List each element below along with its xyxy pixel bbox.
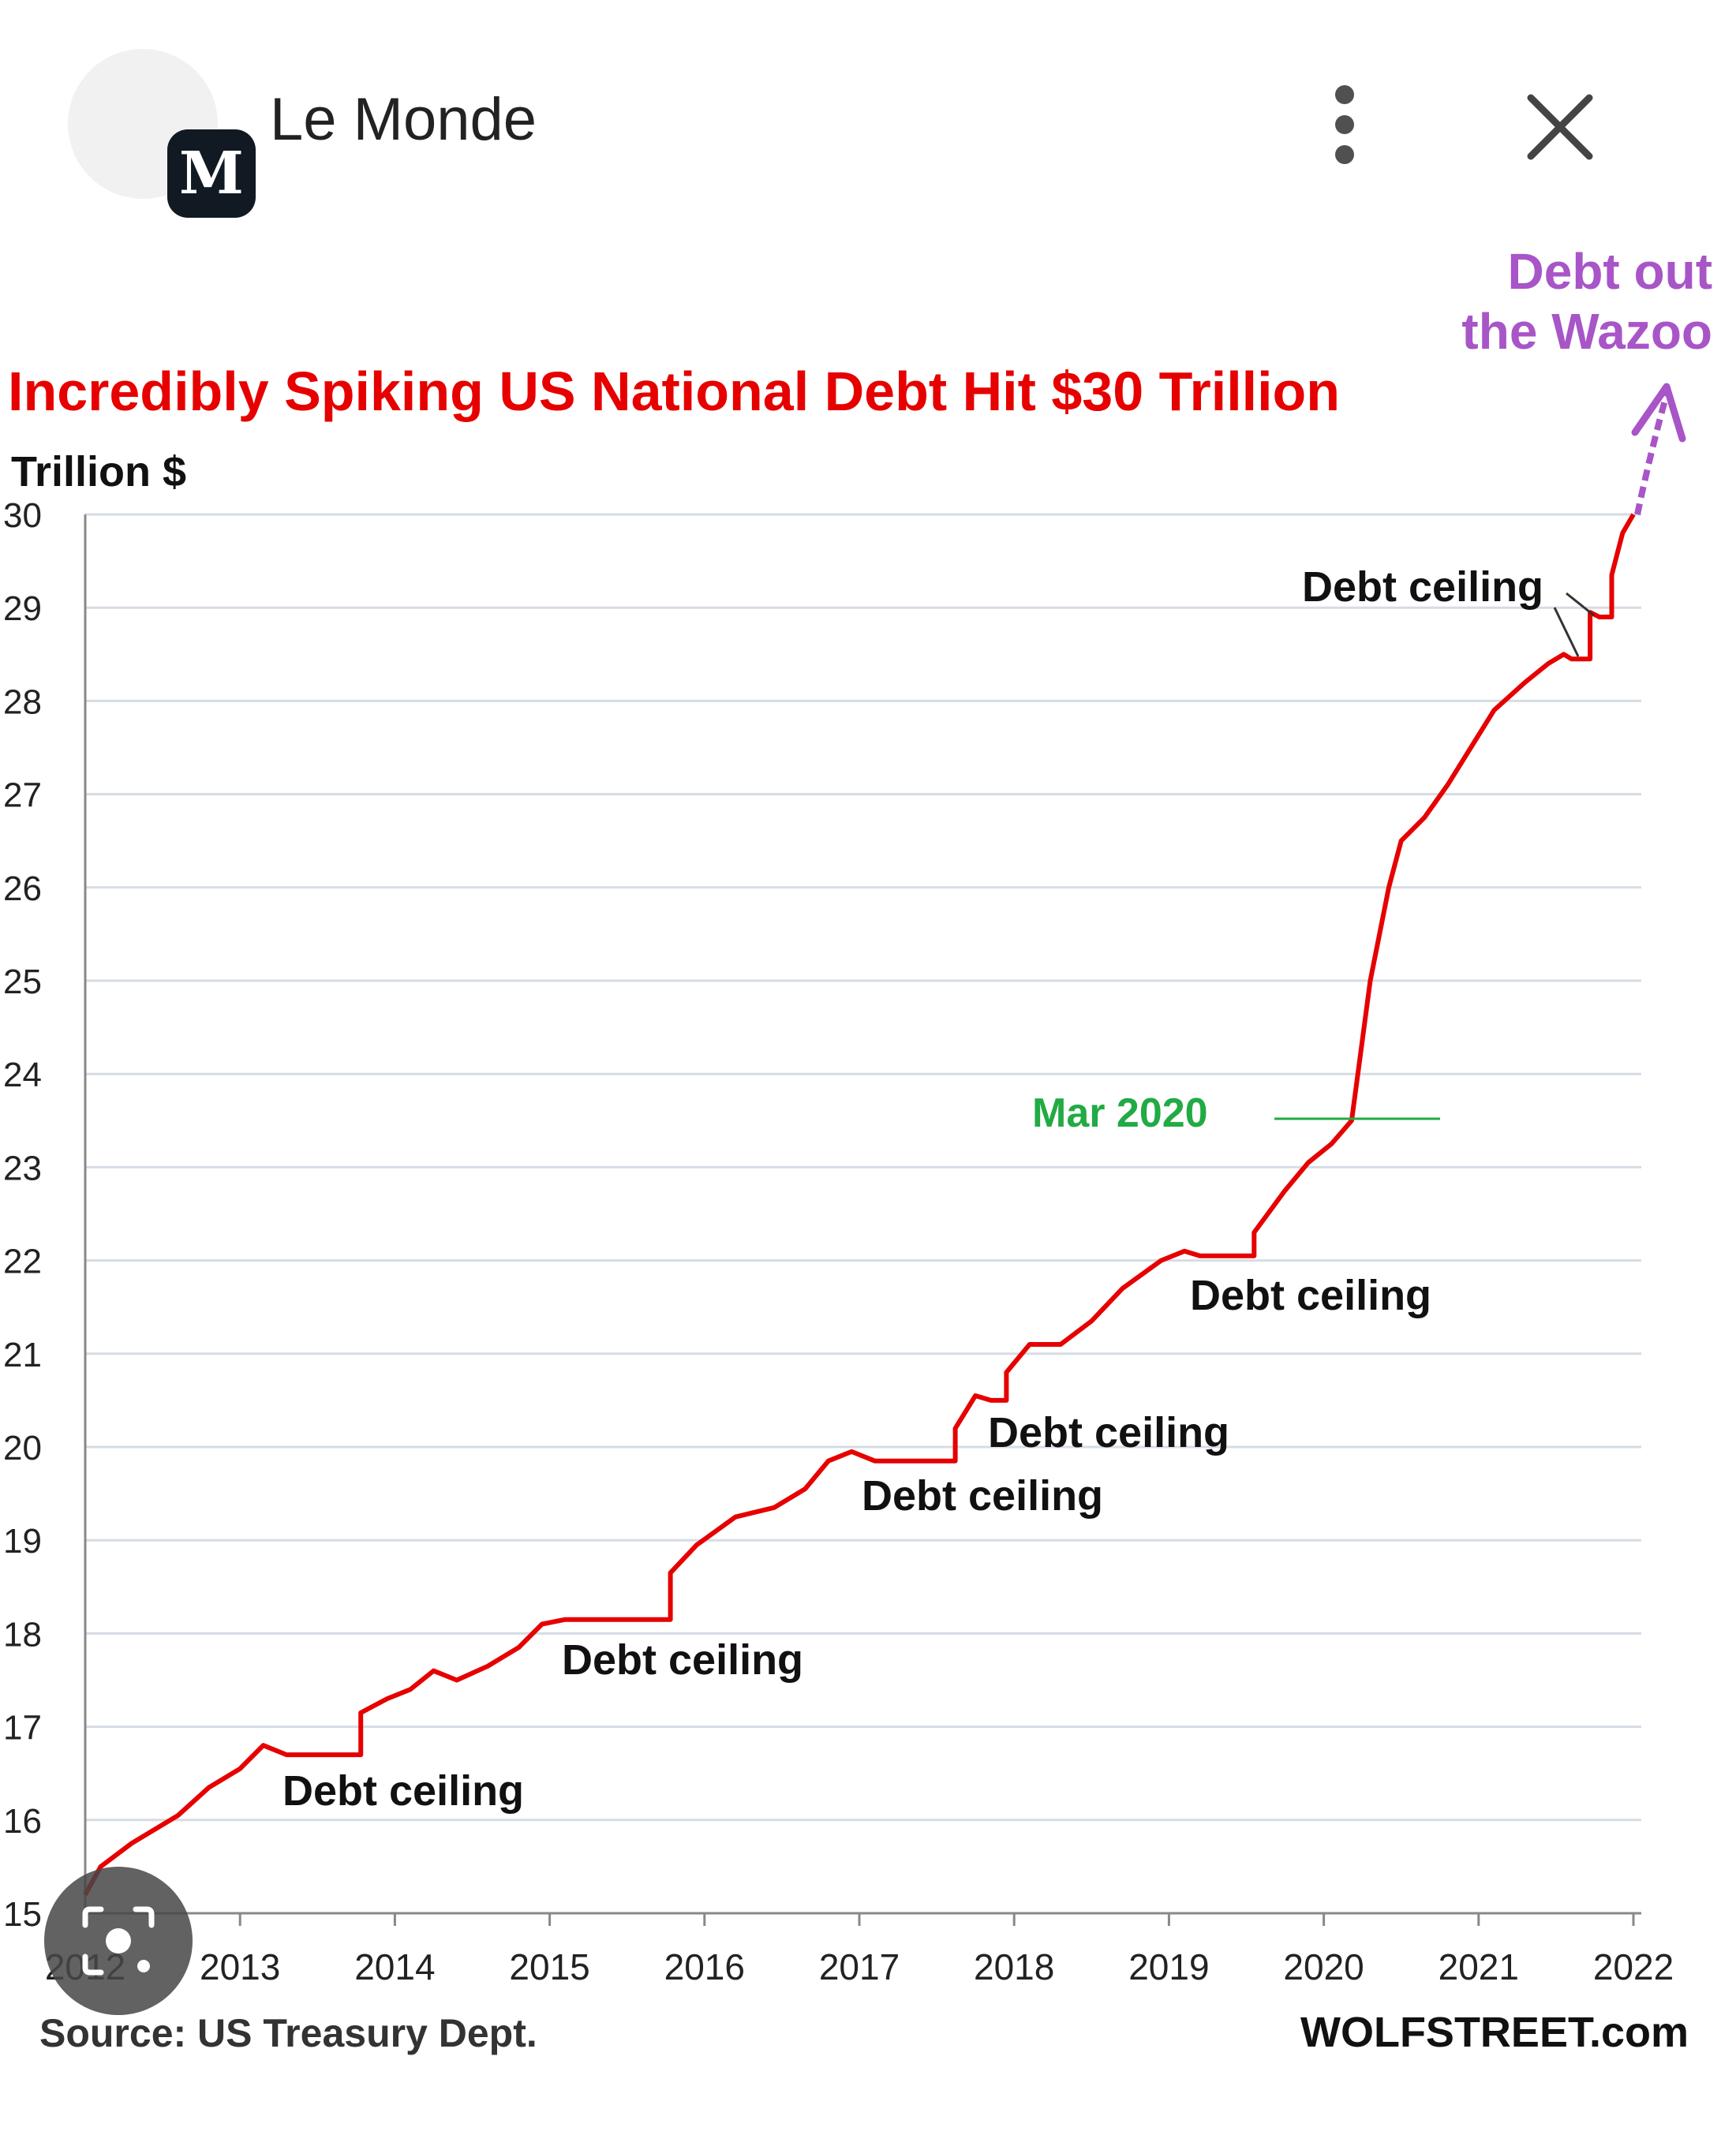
x-tick-label: 2015 xyxy=(509,1946,589,1987)
y-tick-label: 27 xyxy=(3,776,42,815)
y-tick-label: 19 xyxy=(3,1522,42,1561)
series xyxy=(83,513,1636,1896)
x-tick-label: 2020 xyxy=(1283,1946,1364,1987)
y-tick-label: 24 xyxy=(3,1056,42,1094)
app-header: M Le Monde xyxy=(0,0,1736,237)
publisher-logo-icon: M xyxy=(167,129,256,218)
lens-icon xyxy=(82,1906,155,1976)
y-tick-label: 17 xyxy=(3,1709,42,1748)
y-axis-label: Trillion $ xyxy=(11,448,186,495)
publisher-logo[interactable]: M xyxy=(68,49,256,218)
y-tick-label: 29 xyxy=(3,589,42,628)
annotation-pointer-2021b xyxy=(1553,607,1580,657)
x-tick-label: 2019 xyxy=(1128,1946,1209,1987)
annotation-debt-ceiling-2021: Debt ceiling xyxy=(1302,563,1543,611)
annotation-debt-ceiling-2015: Debt ceiling xyxy=(562,1636,803,1684)
image-search-button[interactable] xyxy=(44,1867,193,2015)
x-tick-label: 2022 xyxy=(1593,1946,1674,1987)
vertical-dots-icon xyxy=(1335,115,1354,134)
annotation-wazoo-line1: Debt out xyxy=(1508,243,1713,300)
y-tick-label: 30 xyxy=(3,496,42,535)
x-tick-label: 2017 xyxy=(819,1946,900,1987)
vertical-dots-icon xyxy=(1335,85,1354,104)
more-options-button[interactable] xyxy=(1323,85,1367,164)
annotation-mar-2020: Mar 2020 xyxy=(1032,1090,1208,1136)
close-button[interactable] xyxy=(1525,92,1596,163)
debt-series-line xyxy=(83,513,1636,1896)
y-tick-label: 25 xyxy=(3,963,42,1001)
y-tick-label: 18 xyxy=(3,1615,42,1654)
annotation-debt-ceiling-2017: Debt ceiling xyxy=(862,1472,1103,1520)
wazoo-arrow-shaft xyxy=(1634,393,1670,515)
y-tick-label: 16 xyxy=(3,1802,42,1841)
y-tick-labels: 15 16 17 18 19 20 21 22 23 24 25 26 27 28 29 30 xyxy=(3,496,42,1934)
annotation-debt-ceiling-2018: Debt ceiling xyxy=(988,1409,1229,1456)
source-note: Source: US Treasury Dept. xyxy=(39,2011,537,2055)
y-tick-label: 23 xyxy=(3,1149,42,1187)
y-tick-label: 28 xyxy=(3,682,42,721)
x-tick-label: 2021 xyxy=(1439,1946,1519,1987)
y-tick-label: 21 xyxy=(3,1336,42,1374)
y-tick-label: 26 xyxy=(3,869,42,908)
x-tick-label: 2018 xyxy=(974,1946,1054,1987)
annotation-debt-ceiling-2013: Debt ceiling xyxy=(282,1767,524,1815)
close-icon xyxy=(1527,94,1593,160)
annotation-wazoo-line2: the Wazoo xyxy=(1461,303,1712,360)
y-tick-label: 15 xyxy=(3,1895,42,1934)
vertical-dots-icon xyxy=(1335,145,1354,164)
chart-title: Incredibly Spiking US National Debt Hit … xyxy=(8,361,1340,422)
grid-lines xyxy=(85,513,1641,1822)
x-tick-label: 2016 xyxy=(664,1946,745,1987)
wazoo-arrow-head xyxy=(1631,383,1686,443)
axes xyxy=(84,514,1641,1915)
annotation-debt-ceiling-2019: Debt ceiling xyxy=(1190,1272,1431,1319)
annotation-pointer-2021a xyxy=(1566,592,1595,617)
x-tick-labels: 2012201320142015201620172018201920202021… xyxy=(45,1913,1674,1987)
y-tick-label: 20 xyxy=(3,1429,42,1467)
chart-credit: WOLFSTREET.com xyxy=(1300,2009,1689,2056)
y-tick-label: 22 xyxy=(3,1243,42,1281)
x-tick-label: 2013 xyxy=(200,1946,280,1987)
publisher-name[interactable]: Le Monde xyxy=(270,86,537,153)
x-tick-label: 2014 xyxy=(354,1946,435,1987)
